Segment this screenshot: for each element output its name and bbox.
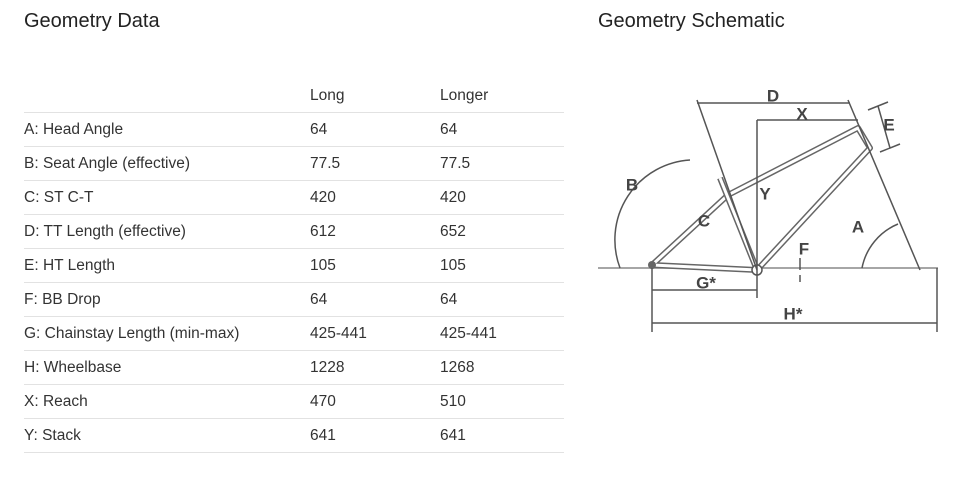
table-cell: 420 — [310, 189, 336, 206]
table-cell: 641 — [440, 427, 466, 444]
dimension-label: X — [796, 104, 808, 123]
table-cell: 105 — [440, 257, 466, 274]
table-row: Long Longer — [24, 79, 564, 113]
row-label: A: Head Angle — [24, 121, 124, 138]
geometry-table: Long Longer A: Head Angle 64 64 B: Seat Angle… — [24, 79, 564, 453]
row-label: E: HT Length — [24, 257, 116, 274]
table-row: A: Head Angle 64 64 — [24, 113, 564, 147]
table-cell: 64 — [440, 291, 458, 308]
table-cell: 64 — [310, 291, 328, 308]
row-label: G: Chainstay Length (min-max) — [24, 325, 240, 342]
table-cell: 105 — [310, 257, 336, 274]
table-row: H: Wheelbase 1228 1268 — [24, 351, 564, 385]
table-cell: 641 — [310, 427, 336, 444]
row-label: B: Seat Angle (effective) — [24, 155, 191, 172]
table-cell: 64 — [440, 121, 458, 138]
table-row: F: BB Drop 64 64 — [24, 283, 564, 317]
table-cell: 1228 — [310, 359, 345, 376]
dimension-label: Y — [759, 184, 771, 203]
table-row: Y: Stack 641 641 — [24, 419, 564, 453]
table-cell: 77.5 — [440, 155, 471, 172]
table-row: E: HT Length 105 105 — [24, 249, 564, 283]
table-cell: 425-441 — [310, 325, 367, 342]
table-row: C: ST C-T 420 420 — [24, 181, 564, 215]
table-cell: 77.5 — [310, 155, 341, 172]
table-cell: 470 — [310, 393, 336, 410]
dimension-label: C — [698, 211, 710, 230]
column-header: Long — [310, 87, 345, 104]
table-cell: 652 — [440, 223, 466, 240]
row-label: X: Reach — [24, 393, 88, 410]
section-title: Geometry Data — [24, 10, 160, 32]
table-cell: 1268 — [440, 359, 475, 376]
dimension-label: F — [799, 239, 809, 258]
dimension-label: G* — [696, 273, 716, 292]
table-row: B: Seat Angle (effective) 77.5 77.5 — [24, 147, 564, 181]
dimension-label: D — [767, 86, 779, 105]
row-label: F: BB Drop — [24, 291, 101, 308]
dimension-label: H* — [784, 304, 803, 323]
table-cell: 420 — [440, 189, 466, 206]
section-title: Geometry Schematic — [598, 10, 785, 32]
table-cell: 612 — [310, 223, 336, 240]
row-label: C: ST C-T — [24, 189, 94, 206]
dimension-label: B — [626, 175, 638, 194]
table-cell: 64 — [310, 121, 328, 138]
dimension-label: A — [852, 217, 864, 236]
frame — [598, 99, 938, 332]
column-header: Longer — [440, 87, 489, 104]
row-label: Y: Stack — [24, 427, 81, 444]
table-cell: 510 — [440, 393, 466, 410]
table-row: X: Reach 470 510 — [24, 385, 564, 419]
dimension-label: E — [883, 115, 894, 134]
table-row: D: TT Length (effective) 612 652 — [24, 215, 564, 249]
row-label: D: TT Length (effective) — [24, 223, 186, 240]
row-label: H: Wheelbase — [24, 359, 122, 376]
table-row: G: Chainstay Length (min-max) 425-441 425-… — [24, 317, 564, 351]
table-cell: 425-441 — [440, 325, 497, 342]
